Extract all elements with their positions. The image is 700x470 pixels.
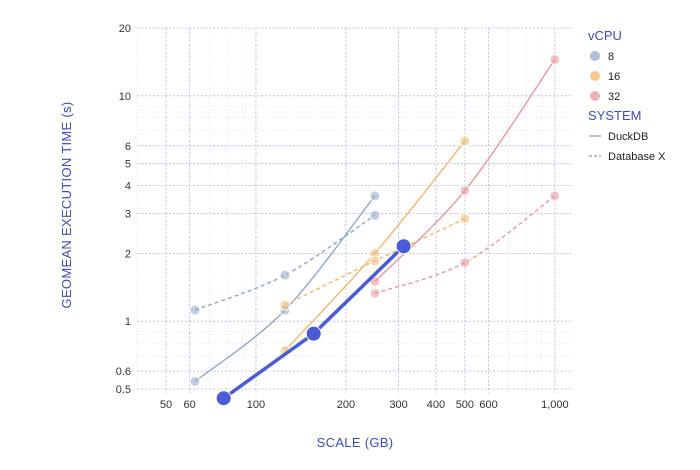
data-point-database-x-32[interactable] [369, 287, 381, 299]
data-point-duckdb-32[interactable] [459, 185, 471, 197]
x-tick-label: 400 [427, 399, 445, 411]
data-point-duckdb-8[interactable] [369, 190, 381, 202]
data-point-database-x-16[interactable] [459, 213, 471, 225]
x-tick-label: 50 [160, 399, 172, 411]
x-axis-title: SCALE (GB) [317, 435, 394, 450]
y-tick-label: 5 [125, 159, 131, 171]
legend-item-database-x[interactable]: Database X [589, 151, 666, 163]
highlight-point[interactable] [215, 390, 232, 407]
x-tick-label: 600 [479, 399, 497, 411]
x-tick-label: 500 [456, 399, 474, 411]
legend-title-system: SYSTEM [588, 108, 641, 123]
legend-item-vcpu-8[interactable]: 8 [589, 50, 615, 64]
y-tick-label: 10 [119, 91, 131, 103]
y-axis-title: GEOMEAN EXECUTION TIME (s) [59, 102, 74, 309]
data-point-database-x-32[interactable] [459, 257, 471, 269]
data-point-database-x-32[interactable] [549, 190, 561, 202]
legend-item-duckdb[interactable]: DuckDB [589, 131, 648, 143]
legend-item-vcpu-32[interactable]: 32 [589, 90, 621, 104]
series-line-database-x-32 [374, 195, 556, 294]
x-tick-label: 60 [184, 399, 196, 411]
y-tick-label: 0.5 [116, 384, 131, 396]
series-line-database-x-8 [194, 214, 376, 311]
legend-label-database-x: Database X [608, 151, 666, 163]
x-tick-label: 100 [247, 399, 265, 411]
legend-label-16: 16 [608, 71, 620, 83]
x-tick-label: 1,000 [541, 399, 569, 411]
legend-label-8: 8 [608, 51, 614, 63]
legend: vCPU 8 16 32 SYSTEM DuckDB Database X [588, 28, 666, 163]
x-tick-label: 200 [337, 399, 355, 411]
legend-marker-16 [589, 70, 601, 82]
y-tick-label: 6 [125, 141, 131, 153]
data-point-database-x-16[interactable] [369, 255, 381, 267]
highlight-layer [215, 238, 412, 407]
tick-labels: 50 60 100 200 300 400 500 600 1,000 0.5 0.6 1 2 3 4 5 6 1… [116, 23, 569, 411]
legend-label-duckdb: DuckDB [608, 131, 648, 143]
y-tick-label: 0.6 [116, 366, 131, 378]
data-point-duckdb-8[interactable] [189, 375, 201, 387]
data-point-duckdb-16[interactable] [459, 135, 471, 147]
y-tick-label: 1 [125, 316, 131, 328]
legend-marker-32 [589, 90, 601, 102]
x-tick-label: 300 [389, 399, 407, 411]
legend-marker-8 [589, 50, 601, 62]
legend-item-vcpu-16[interactable]: 16 [589, 70, 621, 84]
y-tick-label: 2 [125, 248, 131, 260]
data-point-database-x-8[interactable] [369, 209, 381, 221]
data-point-database-x-8[interactable] [279, 269, 291, 281]
data-point-database-x-16[interactable] [279, 299, 291, 311]
legend-label-32: 32 [608, 91, 620, 103]
y-tick-label: 4 [125, 181, 131, 193]
y-tick-label: 20 [119, 23, 131, 35]
highlight-point[interactable] [395, 238, 412, 255]
y-tick-label: 3 [125, 209, 131, 221]
plot-area [137, 28, 573, 393]
legend-title-vcpu: vCPU [588, 28, 622, 43]
data-point-duckdb-32[interactable] [549, 53, 561, 65]
highlight-point[interactable] [305, 325, 322, 342]
data-point-database-x-8[interactable] [189, 304, 201, 316]
